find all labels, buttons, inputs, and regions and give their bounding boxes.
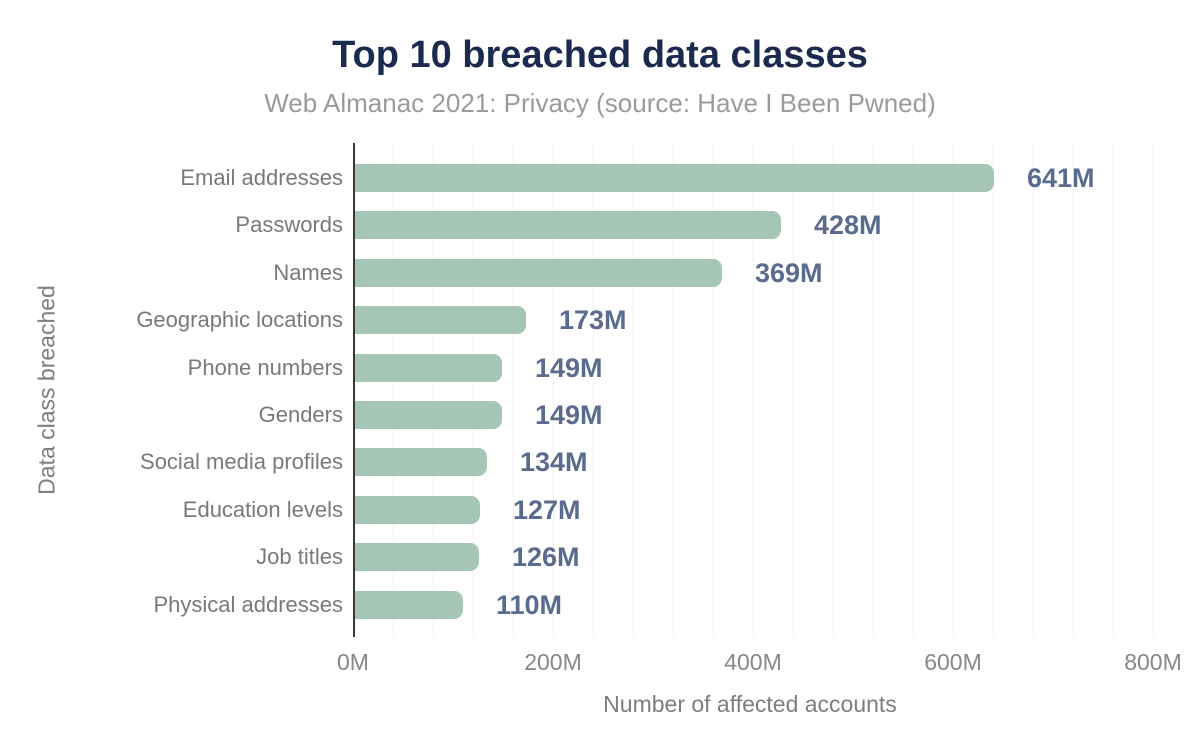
bar	[355, 495, 480, 524]
value-label: 369M	[755, 257, 823, 288]
gridline	[593, 143, 594, 637]
category-label: Geographic locations	[136, 307, 343, 333]
gridline	[1073, 143, 1074, 637]
gridline	[1153, 143, 1154, 637]
bar	[355, 164, 994, 192]
gridline	[953, 143, 954, 637]
x-tick-label: 400M	[724, 649, 782, 675]
x-tick-label: 200M	[524, 649, 582, 675]
bar	[355, 306, 526, 335]
value-label: 149M	[535, 400, 603, 430]
bar	[355, 353, 502, 382]
value-label: 173M	[559, 305, 627, 336]
gridline	[1113, 143, 1114, 637]
gridline	[393, 143, 394, 637]
value-label: 428M	[814, 210, 882, 241]
category-label: Job titles	[256, 544, 343, 570]
gridline	[633, 143, 634, 637]
gridline	[713, 143, 714, 637]
chart-subtitle: Web Almanac 2021: Privacy (source: Have …	[264, 88, 936, 118]
x-tick-label: 0M	[337, 649, 369, 675]
category-label: Phone numbers	[187, 354, 343, 380]
category-label: Names	[273, 259, 343, 285]
gridline	[753, 143, 754, 637]
bar	[355, 590, 463, 619]
x-axis-title: Number of affected accounts	[603, 691, 897, 717]
category-label: Physical addresses	[153, 591, 343, 617]
bar	[355, 448, 487, 477]
value-label: 641M	[1027, 163, 1095, 193]
category-label: Social media profiles	[140, 449, 343, 475]
value-label: 134M	[520, 447, 588, 478]
gridline	[993, 143, 994, 637]
category-label: Education levels	[182, 496, 343, 522]
x-tick-label: 800M	[1124, 649, 1182, 675]
value-label: 126M	[512, 542, 580, 573]
gridline	[913, 143, 914, 637]
gridline	[473, 143, 474, 637]
value-label: 127M	[513, 494, 581, 525]
gridline	[1033, 143, 1034, 637]
category-label: Genders	[258, 402, 343, 427]
chart-title: Top 10 breached data classes	[332, 34, 868, 76]
plot-area	[353, 143, 1183, 637]
gridline	[833, 143, 834, 637]
category-label: Passwords	[235, 212, 343, 238]
category-label: Email addresses	[180, 165, 343, 190]
bar	[355, 543, 479, 572]
gridline	[873, 143, 874, 637]
gridline	[673, 143, 674, 637]
bar	[355, 211, 781, 240]
value-label: 149M	[535, 352, 603, 383]
gridline	[513, 143, 514, 637]
gridline	[793, 143, 794, 637]
bar	[355, 258, 722, 287]
gridline	[433, 143, 434, 637]
x-tick-label: 600M	[924, 649, 982, 675]
gridline	[553, 143, 554, 637]
bar	[355, 401, 502, 429]
value-label: 110M	[496, 589, 563, 620]
